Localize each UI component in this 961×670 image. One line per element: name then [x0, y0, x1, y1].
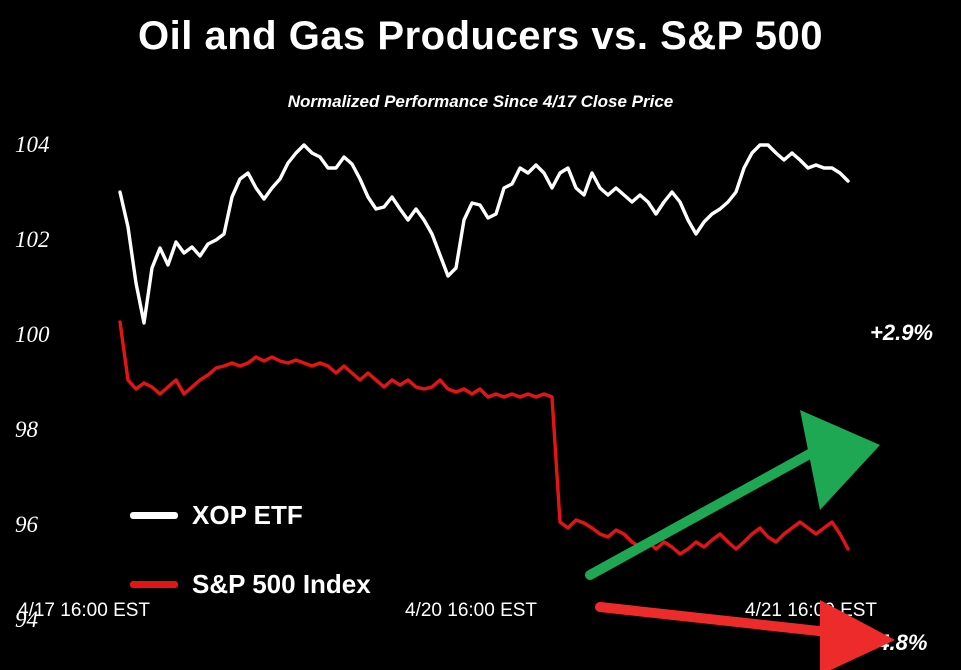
chart-legend: XOP ETF S&P 500 Index — [130, 500, 371, 600]
downtrend-arrow — [595, 595, 895, 670]
xop-etf-line — [120, 145, 848, 323]
xop-pct-change-label: +2.9% — [870, 320, 933, 346]
legend-item-sp500: S&P 500 Index — [130, 569, 371, 600]
xop-legend-swatch — [130, 512, 178, 519]
chart-title: Oil and Gas Producers vs. S&P 500 — [0, 14, 961, 59]
sp500-legend-swatch — [130, 581, 178, 588]
legend-item-xop: XOP ETF — [130, 500, 371, 531]
uptrend-arrow — [580, 400, 880, 590]
xop-legend-label: XOP ETF — [192, 500, 303, 531]
chart-root: Oil and Gas Producers vs. S&P 500 Normal… — [0, 0, 961, 670]
sp500-legend-label: S&P 500 Index — [192, 569, 371, 600]
plot-area: 104 102 100 98 96 94 4/17 16:00 EST 4/20… — [0, 130, 961, 630]
chart-subtitle: Normalized Performance Since 4/17 Close … — [0, 92, 961, 112]
